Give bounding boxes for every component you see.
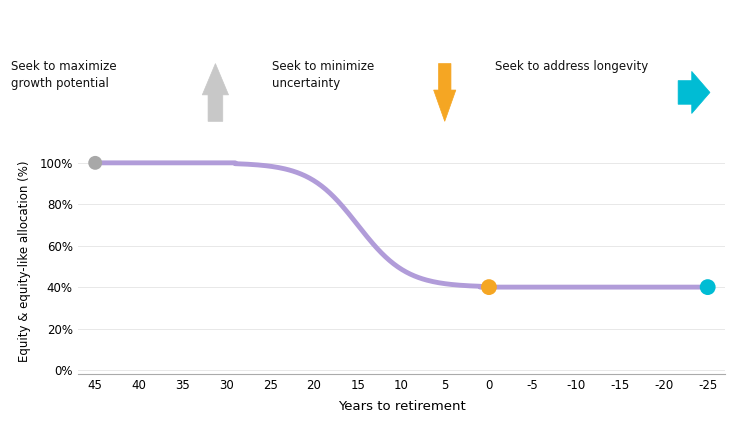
Text: Income generation: Income generation <box>495 18 636 31</box>
Text: Wealth preservation: Wealth preservation <box>272 18 424 31</box>
Polygon shape <box>678 71 710 114</box>
Text: Seek to minimize
uncertainty: Seek to minimize uncertainty <box>272 60 374 90</box>
Point <box>90 160 101 166</box>
Polygon shape <box>434 64 456 121</box>
X-axis label: Years to retirement: Years to retirement <box>337 400 465 413</box>
Point <box>702 284 713 291</box>
Text: Wealth accumulation: Wealth accumulation <box>10 18 168 31</box>
Text: Seek to address longevity: Seek to address longevity <box>495 60 648 73</box>
Text: Seek to maximize
growth potential: Seek to maximize growth potential <box>10 60 116 90</box>
Polygon shape <box>202 64 229 121</box>
Point <box>483 284 495 291</box>
Y-axis label: Equity & equity-like allocation (%): Equity & equity-like allocation (%) <box>18 160 31 362</box>
